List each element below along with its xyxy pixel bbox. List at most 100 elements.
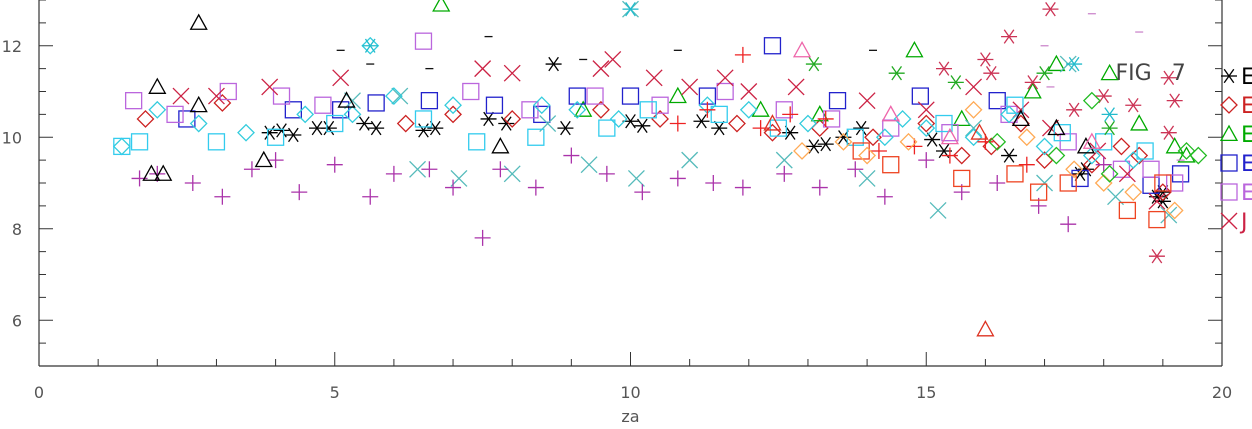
data-point xyxy=(533,105,551,124)
data-point xyxy=(1101,107,1118,122)
y-tick-label: 6 xyxy=(12,311,22,330)
data-point xyxy=(964,100,983,119)
data-point xyxy=(716,82,734,101)
data-point xyxy=(1082,91,1101,110)
data-point xyxy=(817,136,834,152)
data-point xyxy=(154,164,173,181)
data-point xyxy=(415,123,432,138)
legend-marker xyxy=(1221,68,1237,84)
data-point xyxy=(213,94,232,112)
data-point xyxy=(474,229,491,246)
data-point xyxy=(811,179,828,196)
data-point xyxy=(875,128,894,147)
data-point xyxy=(1018,156,1035,173)
data-point xyxy=(396,114,415,133)
data-point xyxy=(858,169,876,187)
data-point xyxy=(828,92,847,110)
data-point xyxy=(368,120,385,136)
data-point xyxy=(532,96,551,115)
data-point xyxy=(1171,165,1190,183)
data-point xyxy=(1154,174,1172,192)
legend-label: J xyxy=(1239,210,1248,235)
axes xyxy=(38,0,1223,367)
data-point xyxy=(485,96,504,114)
data-point xyxy=(491,137,510,154)
data-point xyxy=(917,101,935,119)
y-tick-label: 12 xyxy=(2,37,22,56)
legend-label: E xyxy=(1241,123,1252,148)
data-point xyxy=(1095,133,1113,151)
data-point xyxy=(763,37,782,55)
data-point xyxy=(568,87,586,105)
data-point xyxy=(326,114,344,133)
data-point xyxy=(853,120,870,136)
data-point xyxy=(337,91,356,108)
data-point xyxy=(940,127,960,145)
data-point xyxy=(184,175,201,191)
data-point xyxy=(1065,160,1084,179)
data-point xyxy=(296,105,315,124)
data-point xyxy=(261,78,279,96)
data-point xyxy=(847,161,864,178)
data-point xyxy=(1142,160,1160,178)
annotation-text: 7 xyxy=(1172,61,1186,86)
data-point xyxy=(285,127,302,143)
data-point xyxy=(592,60,610,78)
data-point xyxy=(1006,165,1024,183)
data-point xyxy=(136,110,155,128)
data-point xyxy=(272,87,291,105)
data-point xyxy=(344,92,361,110)
data-point xyxy=(1011,109,1030,126)
data-point xyxy=(503,165,521,183)
data-point xyxy=(527,128,545,146)
legend-label: E xyxy=(1241,181,1252,206)
data-point xyxy=(681,151,699,169)
data-point xyxy=(627,169,645,187)
data-point xyxy=(634,184,651,201)
data-point xyxy=(149,165,166,182)
data-point xyxy=(1024,75,1041,90)
data-point xyxy=(1160,206,1178,224)
data-point xyxy=(751,100,770,117)
data-point xyxy=(739,100,758,119)
data-point xyxy=(1160,125,1177,140)
data-point xyxy=(474,60,492,78)
data-point xyxy=(918,152,935,169)
data-point xyxy=(941,147,958,164)
data-point xyxy=(1059,133,1077,151)
data-point xyxy=(1066,102,1083,117)
data-point xyxy=(639,101,657,119)
data-point xyxy=(952,146,971,165)
data-point xyxy=(876,188,893,205)
data-point xyxy=(711,120,728,136)
data-point xyxy=(1042,119,1059,137)
data-point xyxy=(799,114,817,133)
data-point xyxy=(893,110,912,128)
data-point xyxy=(917,114,936,133)
data-point xyxy=(314,96,332,114)
data-point xyxy=(1160,70,1177,85)
data-point xyxy=(882,156,900,174)
data-point xyxy=(645,69,663,87)
legend-label: E xyxy=(1241,65,1252,90)
data-point xyxy=(586,87,604,105)
data-point xyxy=(432,0,451,12)
data-point xyxy=(1165,137,1184,154)
data-point xyxy=(1165,201,1184,220)
data-point xyxy=(805,56,822,72)
data-point xyxy=(326,156,343,173)
data-point xyxy=(699,101,716,118)
data-point xyxy=(977,52,994,67)
data-point xyxy=(881,105,900,122)
data-point xyxy=(793,142,811,160)
data-point xyxy=(834,132,853,151)
data-point xyxy=(669,170,686,187)
data-point xyxy=(935,114,953,133)
data-point xyxy=(266,128,285,146)
data-point xyxy=(503,64,521,82)
data-point xyxy=(1082,155,1101,174)
data-point xyxy=(782,106,799,123)
data-point xyxy=(267,152,284,169)
legend-marker xyxy=(1220,183,1238,201)
